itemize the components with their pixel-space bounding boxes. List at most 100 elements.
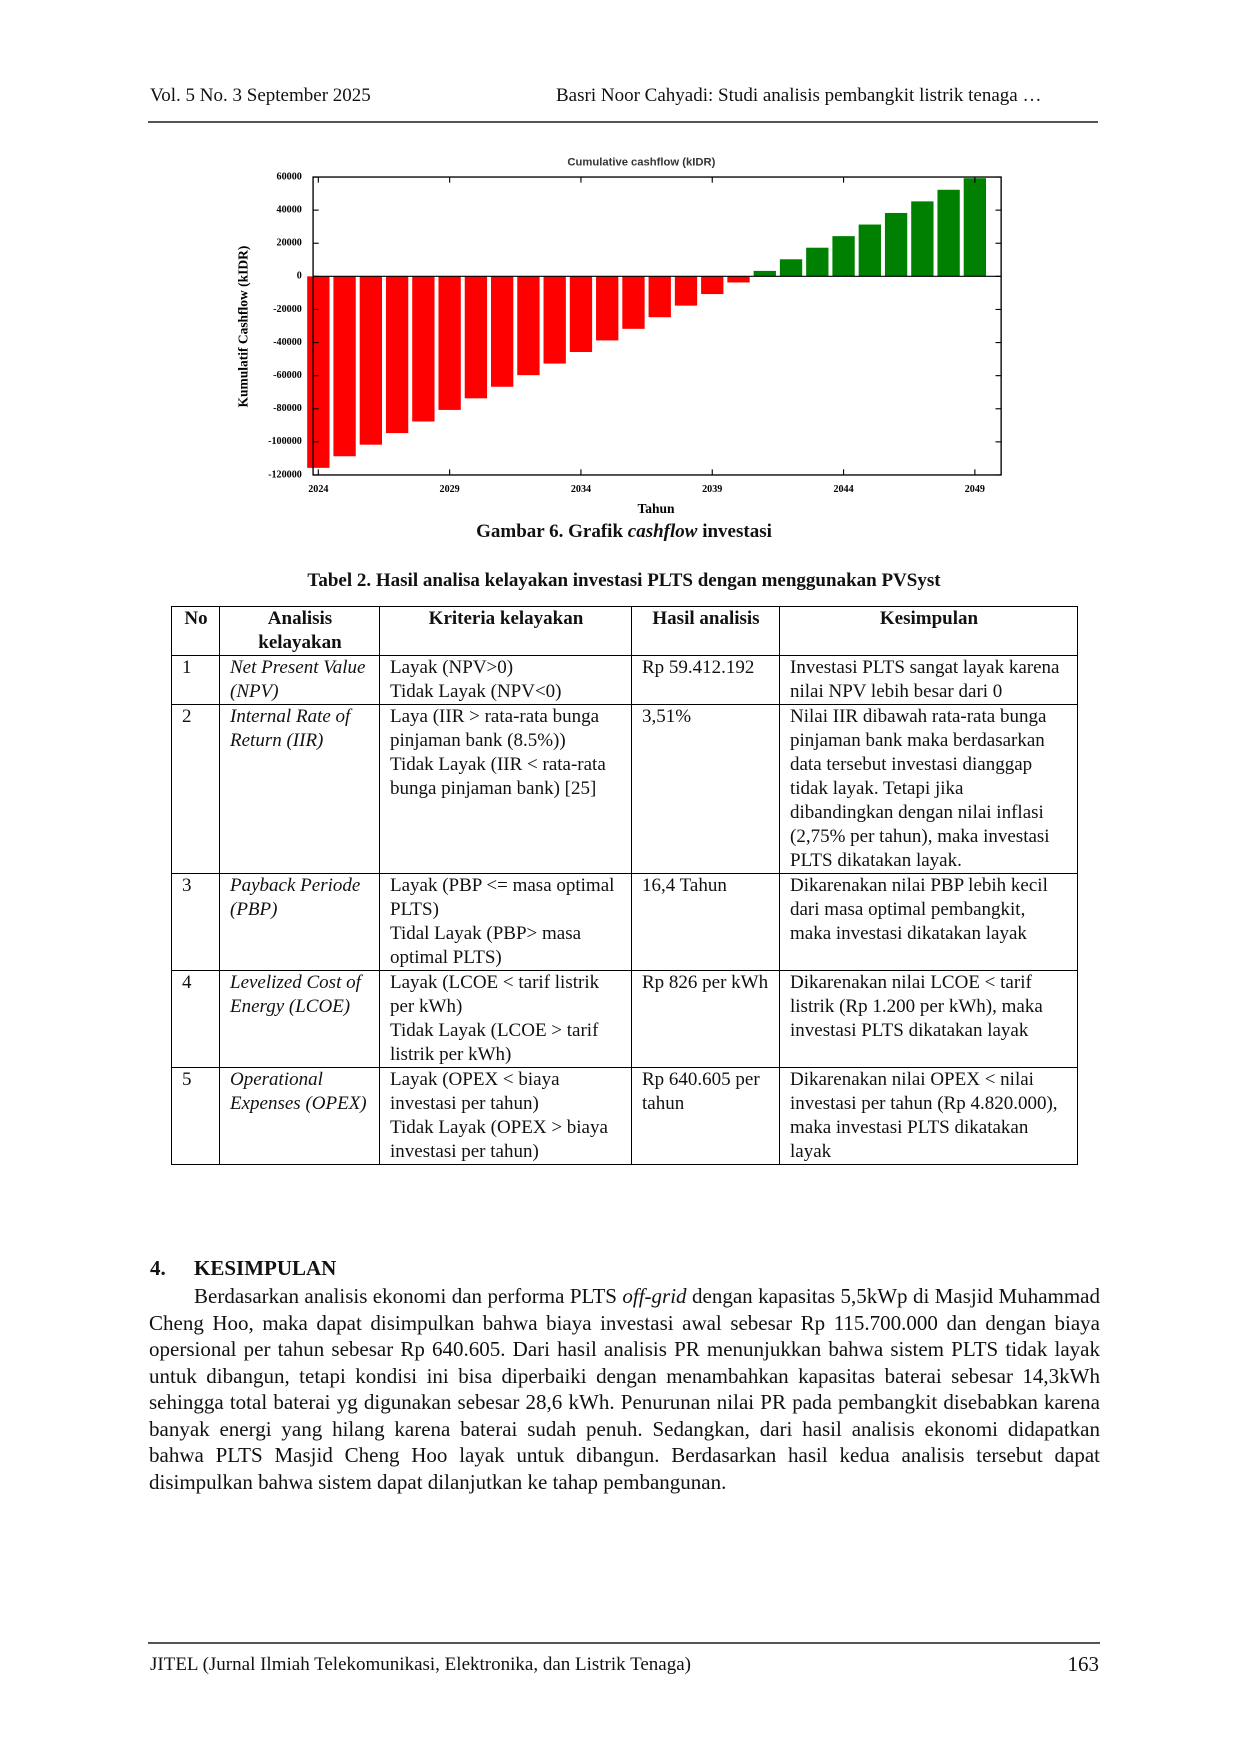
bar [648,276,671,318]
table-cell: Layak (OPEX < biaya investasi per tahun)… [379,1067,632,1165]
bar [884,212,908,277]
bar [412,276,435,422]
table-cell: Dikarenakan nilai PBP lebih kecil dari m… [779,873,1078,971]
paragraph: Berdasarkan analisis ekonomi dan perform… [149,1283,1100,1495]
bar [490,276,514,387]
table-cell: 4 [171,970,220,1068]
section-title: KESIMPULAN [194,1256,337,1280]
table-cell: Laya (IIR > rata-rata bunga pinjaman ban… [379,704,632,874]
table-cell: Rp 640.605 per tahun [631,1067,780,1165]
y-tick-label: 20000 [277,238,302,249]
bar [464,276,488,399]
bar [779,259,803,277]
bar [359,276,383,445]
table-header-cell: Analisis kelayakan [219,606,380,656]
bar [858,224,881,277]
table-cell: Layak (PBP <= masa optimal PLTS) Tidal La… [379,873,632,971]
caption-prefix: Gambar 6. Grafik [476,521,624,542]
table-cell: Layak (LCOE < tarif listrik per kWh) Tida… [379,970,632,1068]
bar [911,201,934,277]
y-tick-label: 40000 [277,204,302,215]
bar [517,276,540,376]
bar [543,276,566,364]
header-right: Basri Noor Cahyadi: Studi analisis pemba… [556,85,1042,106]
header-left: Vol. 5 No. 3 September 2025 [150,85,371,106]
para-text: Berdasarkan analisis ekonomi dan perform… [194,1284,617,1308]
table-header-cell: Kriteria kelayakan [379,606,632,656]
para-text: dengan kapasitas 5,5kWp di Masjid Muhamm… [149,1284,1101,1494]
y-tick-label: -80000 [273,403,302,414]
criteria-line: Tidak Layak (NPV<0) [390,681,562,702]
bar [596,276,619,341]
table-header-cell: No [171,606,220,656]
caption-em: cashflow [627,521,698,542]
y-tick-label: 0 [297,271,302,282]
chart: Cumulative cashflow (kIDR) Tahun Kumulat… [236,156,1002,516]
x-tick-label: 2034 [571,484,591,495]
bar [333,276,356,457]
bar [385,276,409,434]
bar [806,247,829,277]
x-axis-label: Tahun [637,501,674,516]
bar [937,189,960,277]
criteria-line: Layak (NPV>0) [390,657,514,678]
table-header-cell: Hasil analisis [631,606,780,656]
table-row: 5 Operational Expenses (OPEX) Layak (OPEX … [171,1067,1078,1165]
plot-frame [312,176,1002,476]
table-cell: 2 [171,704,220,874]
footer-rule [148,1642,1100,1644]
bar [569,276,593,352]
footer-left: JITEL (Jurnal Ilmiah Telekomunikasi, Ele… [150,1654,691,1675]
criteria-line: Layak (PBP <= masa optimal PLTS) [390,875,615,920]
criteria-line: Tidak Layak (LCOE > tarif listrik per kW… [390,1020,599,1065]
table-cell: Internal Rate of Return (IIR) [219,704,380,874]
bar [438,276,461,410]
x-tick-label: 2039 [702,484,722,495]
table-body: 1 Net Present Value (NPV) Layak (NPV>0) Tid… [171,655,1078,1165]
table-cell: Layak (NPV>0) Tidak Layak (NPV<0) [379,655,632,705]
x-tick-label: 2024 [308,484,328,495]
bar [307,276,330,468]
page-number: 163 [1067,1652,1100,1676]
criteria-line: Tidak Layak (OPEX > biaya investasi per … [390,1117,608,1162]
table-cell: Dikarenakan nilai LCOE < tarif listrik (… [779,970,1078,1068]
table-cell: Rp 826 per kWh [631,970,780,1068]
y-tick-label: 60000 [277,171,302,182]
bar [963,178,987,277]
table-cell: Payback Periode (PBP) [219,873,380,971]
caption-suffix: investasi [702,521,772,542]
bar [832,236,855,277]
bar [701,276,724,295]
table-cell: Dikarenakan nilai OPEX < nilai investasi… [779,1067,1078,1165]
bar [674,276,698,306]
table-caption: Tabel 2. Hasil analisa kelayakan investa… [307,570,941,591]
table-cell: 16,4 Tahun [631,873,780,971]
criteria-line: Tidak Layak (IIR < rata-rata bunga pinja… [390,754,606,799]
criteria-line: Tidal Layak (PBP> masa optimal PLTS) [390,923,582,968]
table-cell: 3,51% [631,704,780,874]
header-rule [148,121,1098,123]
x-tick-label: 2029 [440,484,460,495]
bar [727,276,750,283]
table-row: 1 Net Present Value (NPV) Layak (NPV>0) Tid… [171,655,1078,705]
para-em: off-grid [622,1284,687,1308]
table-cell: Nilai IIR dibawah rata-rata bunga pinjam… [779,704,1078,874]
table-cell: Levelized Cost of Energy (LCOE) [219,970,380,1068]
table-cell: Operational Expenses (OPEX) [219,1067,380,1165]
y-tick-label: -120000 [268,469,302,480]
criteria-line: Layak (LCOE < tarif listrik per kWh) [390,972,600,1017]
table-row: 4 Levelized Cost of Energy (LCOE) Layak (L… [171,970,1078,1068]
table-header-row: No Analisis kelayakan Kriteria kelayakan Ha… [171,606,1078,656]
y-tick-label: -20000 [273,304,302,315]
y-tick-label: -100000 [268,436,302,447]
criteria-line: Layak (OPEX < biaya investasi per tahun) [390,1069,560,1114]
table-cell: Net Present Value (NPV) [219,655,380,705]
y-tick-label: -40000 [273,337,302,348]
bar [753,270,776,277]
table-row: 2 Internal Rate of Return (IIR) Laya (IIR … [171,704,1078,874]
table-row: 3 Payback Periode (PBP) Layak (PBP <= masa… [171,873,1078,971]
table-cell: 3 [171,873,220,971]
table-cell: 5 [171,1067,220,1165]
chart-title: Cumulative cashflow (kIDR) [567,156,715,168]
